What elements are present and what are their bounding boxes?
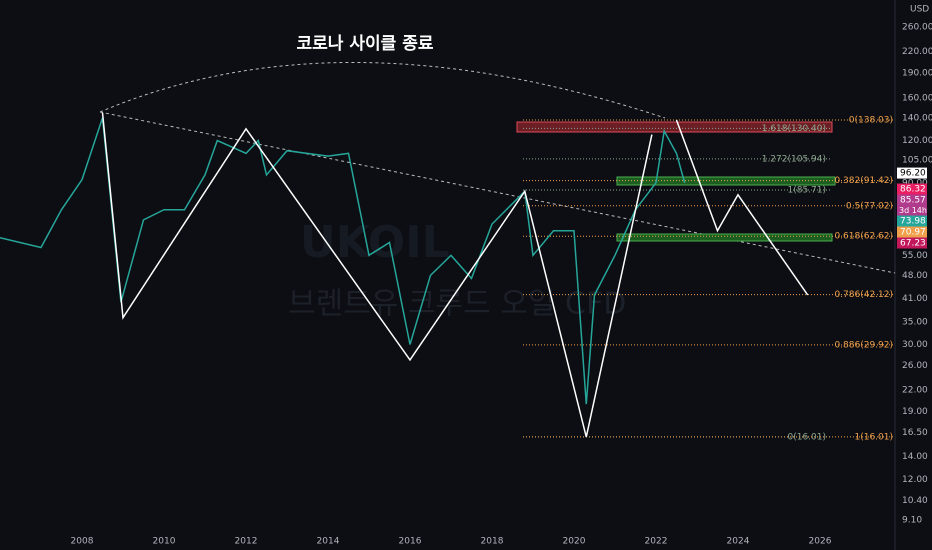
price-tag xyxy=(897,194,927,206)
x-tick-label: 2008 xyxy=(71,537,94,547)
fib-label: 1(85.71) xyxy=(787,186,826,196)
x-tick-label: 2024 xyxy=(727,537,750,547)
price-tag xyxy=(897,215,927,227)
y-tick-label: 35.00 xyxy=(902,317,928,327)
fib-label: 0.382(91.42) xyxy=(834,176,893,186)
x-tick-label: 2020 xyxy=(563,537,586,547)
watermark-sub: 브렌트유 크루드 오일 CFD xyxy=(288,287,626,322)
price-tag xyxy=(897,167,927,179)
y-tick-label: 26.00 xyxy=(902,361,928,371)
y-tick-label: 55.00 xyxy=(902,251,928,261)
arc-drawing xyxy=(99,61,666,119)
fib-label: 1(16.01) xyxy=(854,432,893,442)
watermark: UKOIL xyxy=(300,217,450,268)
y-tick-label: 10.40 xyxy=(902,496,928,506)
y-tick-label: 160.00 xyxy=(902,94,932,104)
fib-label: 1.272(105.94) xyxy=(762,154,826,164)
y-tick-label: 19.00 xyxy=(902,407,928,417)
red-zone xyxy=(516,121,833,133)
y-tick-label: 16.50 xyxy=(902,428,928,438)
x-tick-label: 2012 xyxy=(235,537,258,547)
x-tick-label: 2018 xyxy=(481,537,504,547)
countdown-bg xyxy=(897,205,927,216)
y-tick-label: 260.00 xyxy=(902,22,932,32)
price-line xyxy=(0,117,686,405)
y-tick-label: 105.00 xyxy=(902,156,932,166)
price-tag xyxy=(897,183,927,195)
x-tick-label: 2010 xyxy=(153,537,176,547)
price-tag-label: 70.97 xyxy=(900,228,926,238)
y-tick-label: 220.00 xyxy=(902,47,932,57)
x-tick-label: 2014 xyxy=(317,537,340,547)
x-tick-label: 2022 xyxy=(645,537,668,547)
price-tag-label: 85.57 xyxy=(900,196,926,206)
y-tick-label: 140.00 xyxy=(902,113,932,123)
price-line xyxy=(675,119,809,296)
price-tag-label: 67.23 xyxy=(900,239,926,249)
fib-label: 0(16.01) xyxy=(787,432,826,442)
price-tag-label: 86.32 xyxy=(900,185,926,195)
y-tick-label: 190.00 xyxy=(902,68,932,78)
currency: USD xyxy=(910,5,929,15)
fib-label: 0.5(77.02) xyxy=(846,201,893,211)
y-tick-label: 48.00 xyxy=(902,271,928,281)
green-zone xyxy=(616,233,833,242)
price-tag xyxy=(897,226,927,238)
fib-label: 1.618(130.40) xyxy=(762,124,826,134)
fib-label: 0.786(42.12) xyxy=(834,290,893,300)
y-tick-label: 41.00 xyxy=(902,294,928,304)
y-tick-label: 90.00 xyxy=(902,178,928,188)
countdown: 3d 14h xyxy=(899,206,927,215)
x-tick-label: 2026 xyxy=(809,537,832,547)
x-tick-label: 2016 xyxy=(399,537,422,547)
y-tick-label: 22.00 xyxy=(902,386,928,396)
y-tick-label: 14.00 xyxy=(902,452,928,462)
y-tick-label: 9.10 xyxy=(902,515,922,525)
price-tag xyxy=(897,237,927,249)
price-tag-label: 96.20 xyxy=(900,169,926,179)
fib-label: 0(138.03) xyxy=(849,115,893,125)
y-tick-label: 120.00 xyxy=(902,136,932,146)
chart-title: 코로나 사이클 종료 xyxy=(297,34,434,54)
price-line xyxy=(101,112,653,438)
y-tick-label: 12.00 xyxy=(902,475,928,485)
fib-label: 0.886(29.92) xyxy=(834,340,893,350)
y-tick-label: 30.00 xyxy=(902,340,928,350)
fib-label: 0.618(62.62) xyxy=(834,232,893,242)
price-tag-label: 73.98 xyxy=(900,217,926,227)
